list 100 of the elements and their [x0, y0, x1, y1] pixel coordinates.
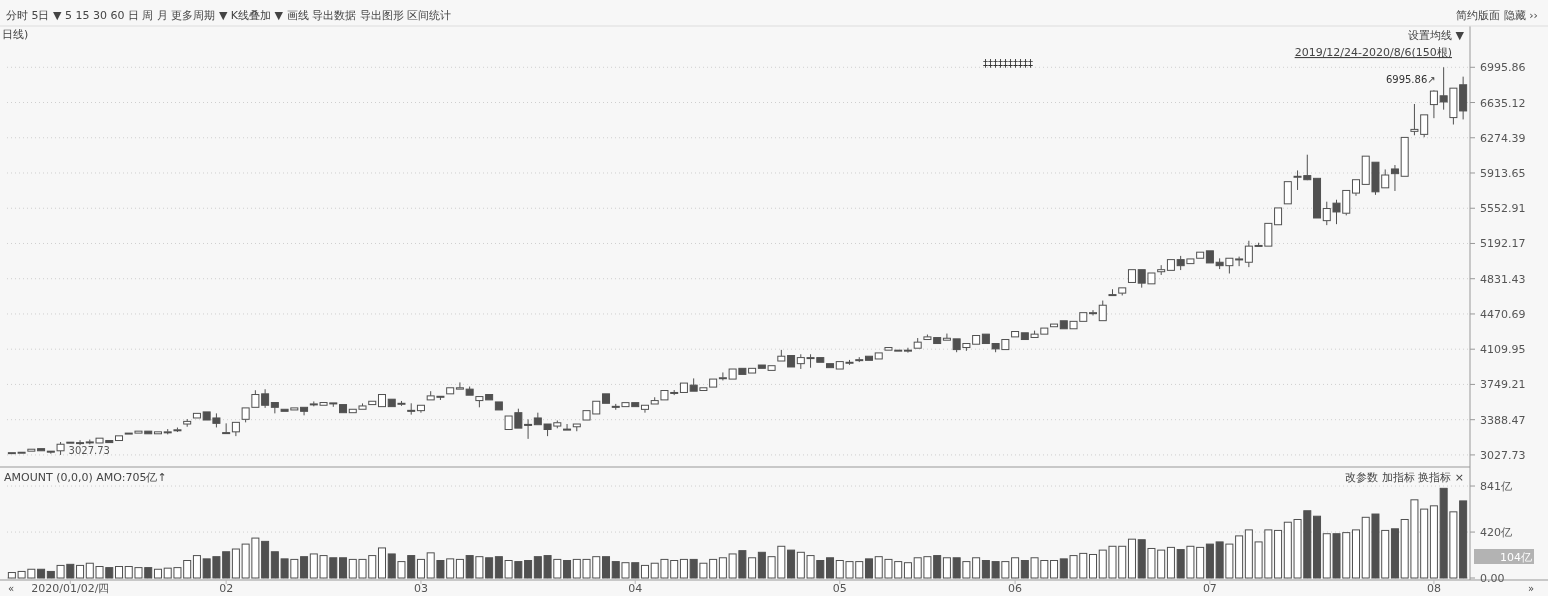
candlestick [153, 431, 162, 435]
candlestick [66, 441, 75, 444]
y-tick-label: 4109.95 [1480, 343, 1526, 357]
candlestick [826, 363, 835, 369]
y-tick-label: 5913.65 [1480, 167, 1526, 180]
candlestick [416, 404, 425, 414]
y-tick-label: 841亿 [1480, 480, 1512, 494]
candlestick [1166, 259, 1175, 271]
bar [903, 562, 912, 579]
candlestick [913, 337, 922, 349]
candlestick [1313, 177, 1322, 219]
bar [787, 549, 796, 579]
text: « [8, 583, 15, 594]
bar [826, 557, 835, 579]
candlestick [1283, 181, 1292, 205]
y-tick-label: 3027.73 [1480, 448, 1526, 462]
bar [1274, 529, 1283, 579]
y-tick-label: 4470.69 [1480, 307, 1526, 321]
y-tick-label: 3749.21 [1480, 378, 1526, 392]
y-tick-label: 420亿 [1480, 526, 1512, 540]
x-tick-label: 06 [1008, 582, 1023, 595]
bar [1313, 515, 1322, 579]
candlestick [787, 355, 796, 368]
bar [153, 568, 162, 579]
candlestick [270, 402, 279, 414]
annotation: 6995.86↗ [1385, 74, 1436, 86]
candlestick [563, 423, 572, 431]
candlestick [1108, 288, 1117, 297]
bar [1166, 546, 1175, 579]
bar [377, 547, 386, 579]
chart-title: 日线) [2, 28, 29, 41]
candlestick [56, 441, 65, 456]
bar [1050, 560, 1059, 579]
candlestick [446, 387, 455, 395]
x-tick-label: 2020/01/02/四 [31, 582, 110, 595]
bar [679, 558, 688, 579]
annotation: 改参数 加指标 换指标 × [1345, 471, 1464, 484]
candlestick [1157, 264, 1166, 276]
bar [76, 564, 85, 579]
bar [864, 558, 873, 579]
candlestick [115, 435, 124, 442]
x-tick-label: 05 [832, 582, 847, 595]
candlestick [192, 412, 201, 419]
y-tick-label: 6274.39 [1480, 131, 1526, 145]
candlestick [222, 422, 231, 435]
x-tick-label: 07 [1202, 582, 1217, 595]
x-tick-label: 08 [1426, 582, 1441, 595]
candlestick [1274, 207, 1283, 226]
candlestick [76, 439, 85, 446]
candlestick [1127, 269, 1136, 283]
y-tick-label: 4831.43 [1480, 272, 1526, 286]
candlestick [300, 406, 309, 416]
candlestick [903, 347, 912, 354]
candlestick [1390, 164, 1399, 192]
candlestick [339, 404, 348, 414]
y-tick-label: 5552.91 [1480, 202, 1526, 216]
candlestick [231, 421, 240, 437]
candlestick [874, 352, 883, 360]
y-tick-label: 6635.12 [1480, 96, 1526, 110]
annotation: ‡‡‡‡‡‡‡‡‡‡ [983, 58, 1033, 69]
text: 104亿 [1500, 551, 1532, 564]
x-tick-label: 04 [628, 582, 643, 595]
candlestick [640, 404, 649, 414]
x-tick-label: 02 [219, 582, 234, 595]
candlestick [1011, 331, 1020, 338]
candlestick [1050, 323, 1059, 328]
text: 分时 5日 ▼ 5 15 30 60 日 周 月 更多周期 ▼ K线叠加 ▼ 画线 导出数据 导出图形 区间统计 [6, 9, 452, 22]
candlestick [572, 423, 581, 432]
bar [563, 560, 572, 579]
y-tick-label: 5192.17 [1480, 237, 1526, 251]
candlestick [1089, 309, 1098, 316]
y-tick-label: 0.00 [1480, 572, 1505, 585]
annotation: 3027.73 [68, 444, 110, 456]
candlestick [377, 394, 386, 408]
text: » [1528, 583, 1535, 594]
candlestick [864, 355, 873, 361]
candlestick [368, 400, 377, 406]
candlestick [1400, 136, 1409, 177]
candlestick [777, 349, 786, 362]
candlestick [1351, 179, 1360, 197]
annotation: 2019/12/24-2020/8/6(150根) [1294, 46, 1452, 59]
bar [115, 566, 124, 579]
candlestick [602, 393, 611, 404]
bar [300, 556, 309, 579]
bar [1127, 538, 1136, 579]
bar [339, 557, 348, 579]
annotation: 设置均线 ▼ [1408, 29, 1465, 42]
candlestick [494, 401, 503, 411]
bar [192, 555, 201, 579]
bar [602, 556, 611, 579]
annotation: AMOUNT (0,0,0) AMO:705亿↑ [4, 471, 167, 484]
y-tick-label: 3388.47 [1480, 413, 1526, 427]
bar [1390, 528, 1399, 579]
bar [640, 564, 649, 579]
candlestick [679, 382, 688, 393]
x-tick-label: 03 [413, 582, 428, 595]
bar [1089, 553, 1098, 579]
y-tick-label: 6995.86 [1480, 61, 1526, 75]
bar [1351, 529, 1360, 579]
bar [416, 558, 425, 579]
